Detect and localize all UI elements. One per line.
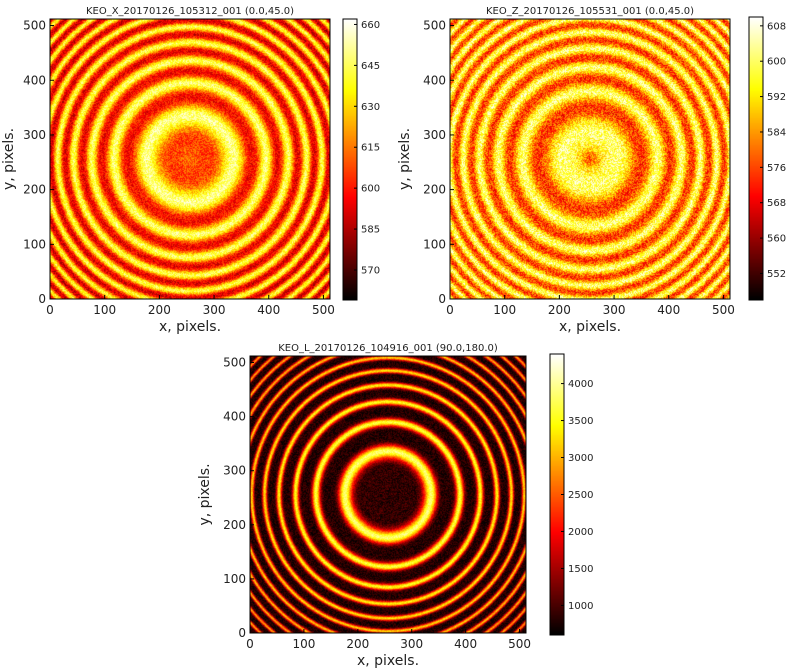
y-axis-label: y, pixels. <box>397 128 413 190</box>
panel-keo-x: KEO_X_20170126_105312_001 (0.0,45.0) 0 100… <box>0 0 396 336</box>
colorbar-tick-label: 3000 <box>568 453 593 464</box>
colorbar-frame <box>342 18 358 301</box>
x-tick-label: 400 <box>657 303 680 317</box>
x-tick-label: 400 <box>257 303 280 317</box>
x-tick-label: 200 <box>346 637 369 651</box>
y-tick-label: 100 <box>23 237 46 251</box>
colorbar-tick-label: 1500 <box>568 564 593 575</box>
y-tick-label: 400 <box>423 73 446 87</box>
colorbar-tick-label: 660 <box>361 20 380 31</box>
colorbar-tick-label: 1000 <box>568 601 593 612</box>
y-tick-label: 300 <box>423 128 446 142</box>
x-tick-label: 100 <box>493 303 516 317</box>
y-axis-label: y, pixels. <box>197 463 213 525</box>
chart-title: KEO_X_20170126_105312_001 (0.0,45.0) <box>86 6 294 17</box>
colorbar-tick-label: 645 <box>361 61 380 72</box>
x-tick-label: 100 <box>292 637 315 651</box>
colorbar-tick-label: 584 <box>767 127 786 138</box>
plot-frame <box>49 18 331 300</box>
x-tick-label: 300 <box>203 303 226 317</box>
y-tick-label: 400 <box>223 410 246 424</box>
x-tick-label: 0 <box>446 303 454 317</box>
plot-frame <box>449 18 731 300</box>
colorbar-tick-label: 2000 <box>568 527 593 538</box>
colorbar-tick-label: 570 <box>361 265 380 276</box>
y-tick-label: 400 <box>23 73 46 87</box>
y-tick-label: 100 <box>423 237 446 251</box>
colorbar-tick-label: 568 <box>767 198 786 209</box>
x-tick-label: 0 <box>46 303 54 317</box>
plot-frame <box>249 355 527 634</box>
colorbar-tick-label: 608 <box>767 21 786 32</box>
y-tick-label: 300 <box>223 464 246 478</box>
x-tick-label: 500 <box>312 303 335 317</box>
heatmap-image <box>50 19 330 299</box>
x-tick-label: 200 <box>548 303 571 317</box>
panel-keo-l: KEO_L_20170126_104916_001 (90.0,180.0) 0 1… <box>196 338 600 671</box>
x-tick-label: 200 <box>148 303 171 317</box>
x-tick-label: 500 <box>508 637 531 651</box>
y-tick-label: 200 <box>23 183 46 197</box>
x-axis-label: x, pixels. <box>559 319 621 335</box>
y-tick-label: 100 <box>223 572 246 586</box>
keo-z-chart-svg: KEO_Z_20170126_105531_001 (0.0,45.0) 0 100… <box>397 6 786 335</box>
colorbar-tick-label: 615 <box>361 143 380 154</box>
keo-l-chart-svg: KEO_L_20170126_104916_001 (90.0,180.0) 0 1… <box>197 343 593 669</box>
x-tick-label: 400 <box>454 637 477 651</box>
keo-x-chart-svg: KEO_X_20170126_105312_001 (0.0,45.0) 0 100… <box>1 6 380 335</box>
colorbar-tick-label: 630 <box>361 102 380 113</box>
x-tick-label: 300 <box>400 637 423 651</box>
chart-title: KEO_Z_20170126_105531_001 (0.0,45.0) <box>486 6 694 17</box>
colorbar-gradient <box>343 19 357 300</box>
colorbar-tick-label: 585 <box>361 225 380 236</box>
x-tick-label: 300 <box>603 303 626 317</box>
colorbar-tick-label: 592 <box>767 92 786 103</box>
colorbar-tick-label: 600 <box>361 184 380 195</box>
y-tick-label: 300 <box>23 128 46 142</box>
x-tick-label: 0 <box>246 637 254 651</box>
y-tick-label: 0 <box>238 626 246 640</box>
colorbar-tick-label: 4000 <box>568 379 593 390</box>
y-tick-label: 500 <box>223 355 246 369</box>
heatmap-image <box>250 356 526 633</box>
x-axis-label: x, pixels. <box>357 653 419 669</box>
y-tick-label: 0 <box>38 292 46 306</box>
heatmap-image <box>450 19 730 299</box>
panel-keo-z: KEO_Z_20170126_105531_001 (0.0,45.0) 0 100… <box>396 0 794 336</box>
colorbar-tick-label: 600 <box>767 57 786 68</box>
colorbar-gradient <box>749 17 763 300</box>
colorbar-tick-label: 576 <box>767 163 786 174</box>
colorbar-tick-label: 2500 <box>568 490 593 501</box>
colorbar-gradient <box>550 354 564 635</box>
y-tick-label: 200 <box>223 518 246 532</box>
y-axis-label: y, pixels. <box>1 128 17 190</box>
colorbar-tick-label: 3500 <box>568 416 593 427</box>
chart-title: KEO_L_20170126_104916_001 (90.0,180.0) <box>278 343 498 354</box>
y-tick-label: 500 <box>423 19 446 33</box>
y-tick-label: 200 <box>423 183 446 197</box>
y-tick-label: 0 <box>438 292 446 306</box>
y-tick-label: 500 <box>23 19 46 33</box>
x-tick-label: 500 <box>712 303 735 317</box>
x-axis-label: x, pixels. <box>159 319 221 335</box>
colorbar-frame <box>748 16 764 301</box>
colorbar-tick-label: 560 <box>767 234 786 245</box>
colorbar-tick-label: 552 <box>767 269 786 280</box>
x-tick-label: 100 <box>93 303 116 317</box>
